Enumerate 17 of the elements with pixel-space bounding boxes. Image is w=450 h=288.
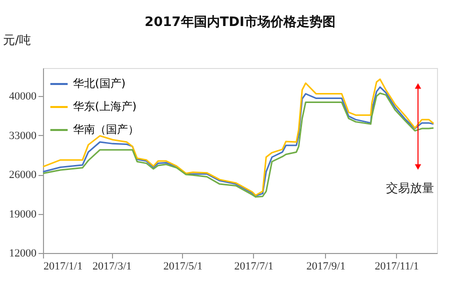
y-tick-label: 12000 [9, 248, 37, 260]
y-axis-title: 元/吨 [3, 33, 32, 47]
legend-label: 华南（国产） [73, 123, 139, 136]
x-tick-label: 2017/3/1 [92, 260, 132, 272]
y-tick-label: 26000 [9, 169, 37, 182]
annotation: 交易放量 [386, 181, 434, 195]
x-tick-label: 2017/9/1 [306, 260, 346, 272]
legend-label: 华东(上海产) [73, 100, 137, 113]
y-tick-label: 40000 [9, 90, 37, 103]
y-tick-label: 19000 [9, 208, 37, 220]
y-tick-label: 33000 [9, 130, 37, 142]
x-tick-label: 2017/11/1 [374, 260, 419, 272]
chart-title: 2017年国内TDI市场价格走势图 [144, 14, 336, 30]
legend-label: 华北(国产) [73, 77, 126, 90]
x-tick-label: 2017/1/1 [44, 260, 83, 272]
x-tick-label: 2017/5/1 [163, 260, 203, 272]
x-tick-label: 2017/7/1 [234, 260, 274, 272]
